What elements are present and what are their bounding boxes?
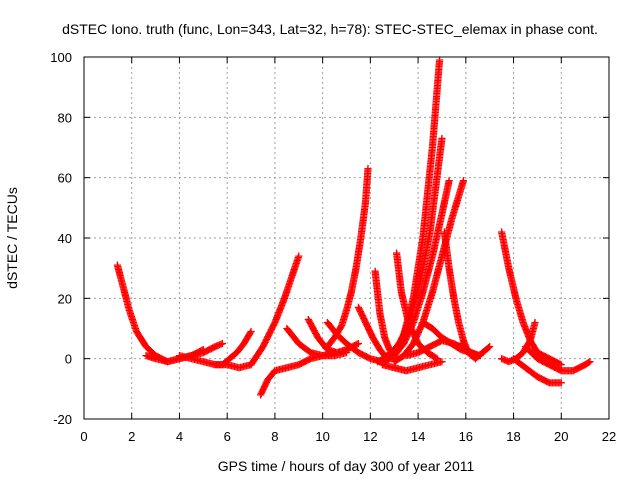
data-point	[364, 165, 372, 173]
x-tick-label: 10	[315, 429, 329, 444]
data-point	[353, 340, 361, 348]
plot-area	[113, 56, 594, 399]
x-tick-label: 2	[128, 429, 135, 444]
series-4	[256, 349, 339, 399]
x-tick-label: 0	[80, 429, 87, 444]
series-9	[323, 318, 386, 366]
data-point	[486, 343, 494, 351]
x-tick-label: 18	[506, 429, 520, 444]
series-3	[211, 327, 255, 369]
series-25	[521, 343, 594, 375]
data-point	[435, 56, 444, 64]
y-tick-label: 20	[58, 291, 72, 306]
x-tick-label: 6	[224, 429, 231, 444]
x-tick-label: 4	[176, 429, 183, 444]
y-tick-label: 80	[58, 110, 72, 125]
data-point	[354, 339, 363, 348]
series-5	[247, 252, 303, 369]
y-axis-title: dSTEC / TECUs	[4, 187, 20, 289]
x-tick-label: 14	[411, 429, 425, 444]
x-tick-label: 12	[363, 429, 377, 444]
data-point	[218, 339, 227, 348]
y-tick-label: 100	[50, 50, 72, 65]
x-tick-label: 22	[602, 429, 616, 444]
x-axis-title: GPS time / hours of day 300 of year 2011	[218, 458, 475, 474]
data-point	[556, 360, 564, 368]
series-24	[509, 355, 565, 387]
y-tick-label: 0	[65, 352, 72, 367]
data-point	[438, 134, 446, 143]
data-point	[459, 177, 468, 185]
chart-title: dSTEC Iono. truth (func, Lon=343, Lat=32…	[62, 21, 598, 37]
y-tick-label: 40	[58, 231, 72, 246]
data-point	[247, 327, 255, 336]
data-point	[484, 344, 493, 352]
y-tick-label: 60	[58, 171, 72, 186]
data-point	[438, 358, 446, 366]
y-tick-label: -20	[53, 412, 72, 427]
series-17	[378, 358, 446, 375]
x-tick-label: 20	[554, 429, 568, 444]
series-23	[498, 318, 539, 366]
data-point	[531, 318, 539, 327]
series-21	[457, 339, 494, 363]
data-point	[246, 329, 254, 337]
data-point	[586, 358, 594, 366]
data-point	[557, 379, 565, 387]
x-tick-labels: 0 2 4 6 8 10 12 14 16 18 20 22	[80, 429, 616, 444]
data-point	[295, 252, 303, 260]
data-point	[445, 177, 453, 185]
y-tick-labels: -20 0 20 40 60 80 100	[50, 50, 72, 427]
series-14	[381, 177, 453, 366]
data-point	[557, 361, 565, 369]
series-0	[113, 261, 207, 366]
grid	[84, 57, 609, 419]
x-tick-label: 8	[271, 429, 278, 444]
x-tick-label: 16	[459, 429, 473, 444]
series-8	[323, 165, 372, 351]
data-point	[585, 358, 593, 367]
plot-frame	[83, 56, 610, 420]
